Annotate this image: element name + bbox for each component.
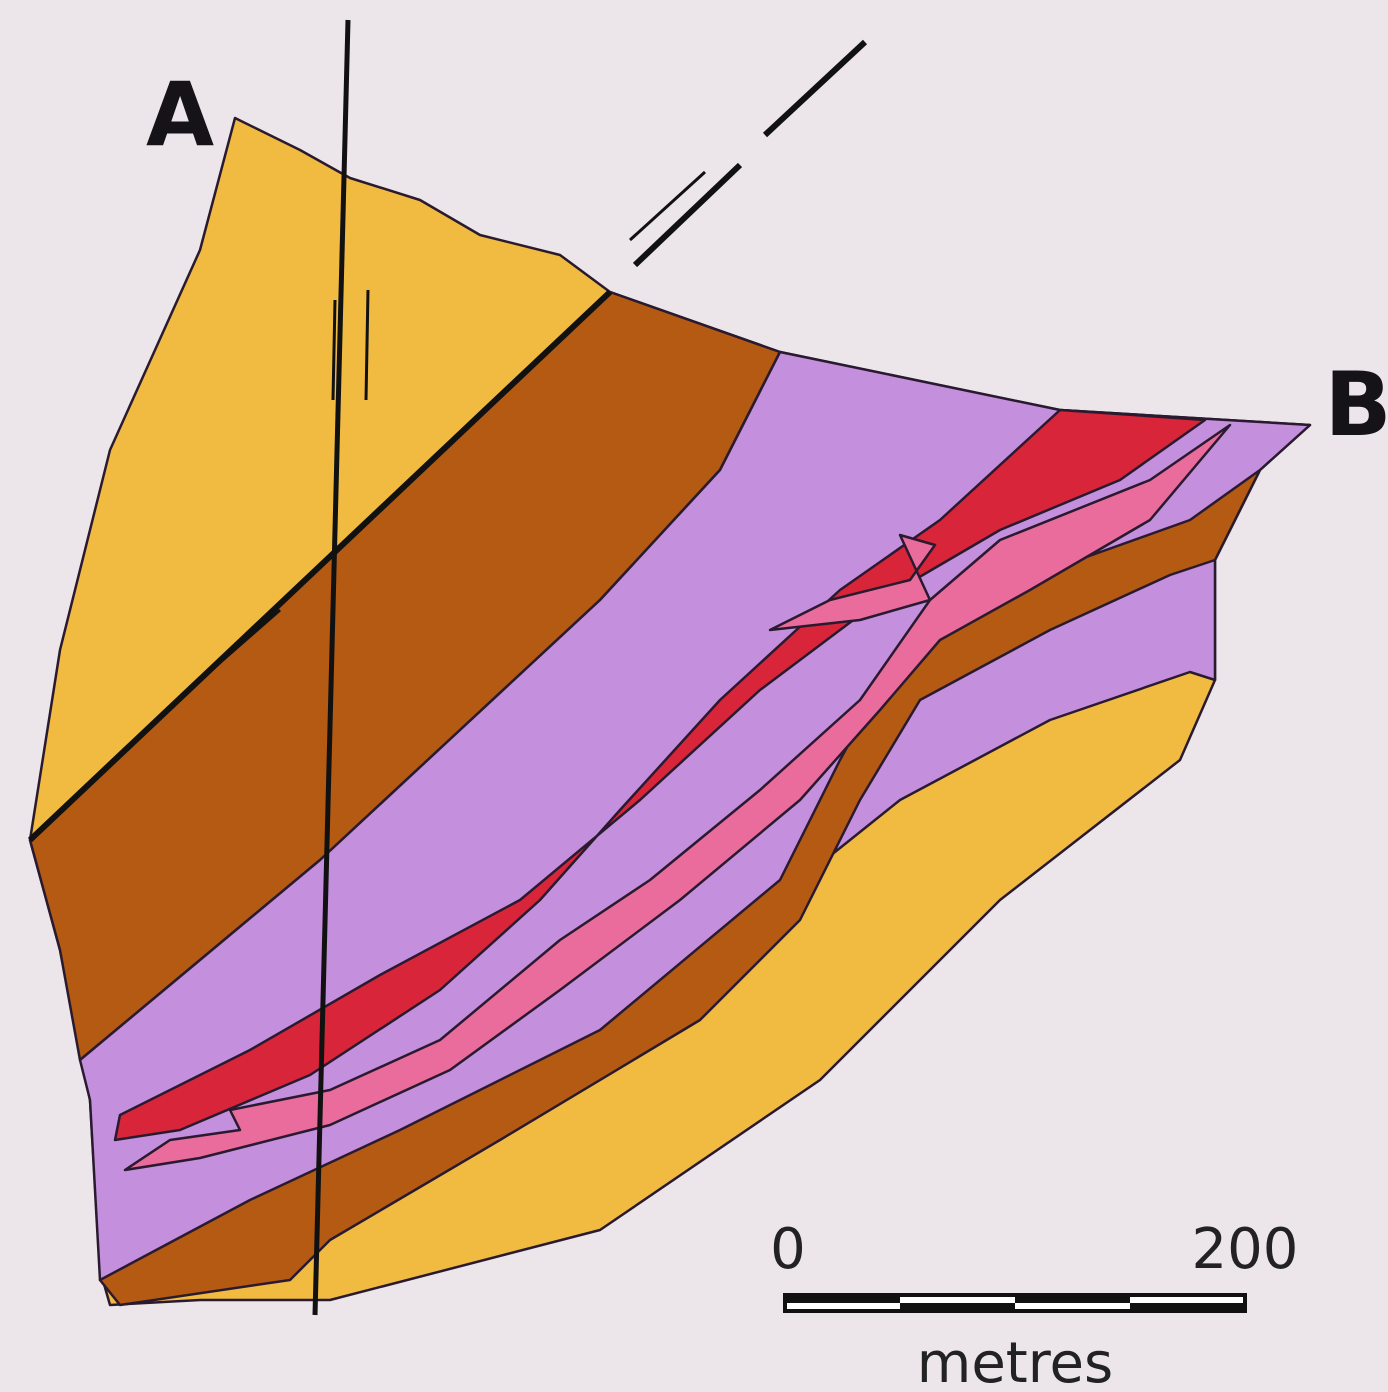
label-b: B	[1324, 353, 1388, 456]
label-a: A	[146, 63, 214, 166]
thrust-fault	[27, 289, 613, 843]
scale-segment	[900, 1303, 1015, 1311]
scale-end: 200	[1192, 1217, 1299, 1282]
vertical-fault	[312, 19, 351, 1316]
fault-sketch	[628, 170, 707, 242]
fault-sketch	[632, 162, 743, 268]
pink-inclusion	[768, 533, 937, 632]
slip-arrow	[331, 299, 337, 401]
pink-layer	[123, 423, 1232, 1172]
slip-arrow	[364, 289, 370, 401]
fault-sketch	[762, 39, 868, 138]
slip-arrow	[199, 608, 281, 682]
scale-segment	[785, 1295, 900, 1303]
scale-segment	[1015, 1295, 1130, 1303]
scale-segment	[1130, 1303, 1245, 1311]
scale-unit: metres	[917, 1331, 1113, 1392]
red-layer	[113, 408, 1207, 1142]
scale-start: 0	[770, 1217, 806, 1282]
